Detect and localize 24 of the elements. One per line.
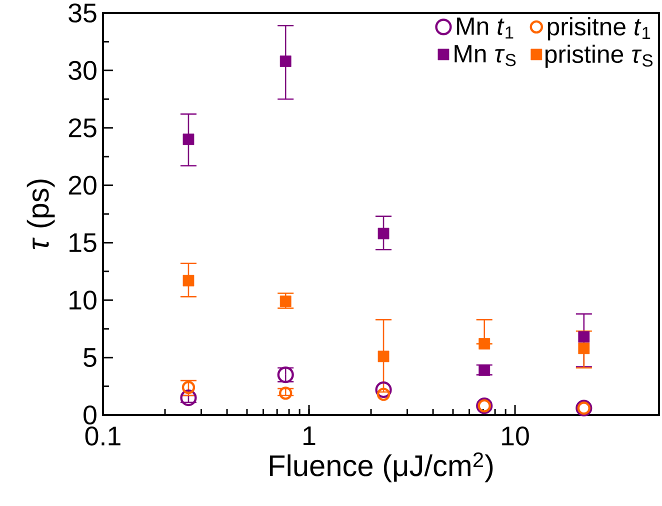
point	[280, 56, 292, 67]
x-tick-label: 10	[502, 426, 529, 446]
x-axis-title: Fluence (μJ/cm$^{2}$)	[270, 452, 493, 482]
y-tick-label: 30	[68, 60, 96, 80]
point	[478, 338, 490, 350]
point	[280, 296, 292, 307]
y-tick-label: 15	[70, 233, 96, 252]
y-tick-label: 5	[84, 348, 96, 367]
legend-label: pristine τ$_{S}$	[546, 44, 653, 68]
y-tick-label: 25	[68, 118, 96, 138]
x-tick-label: 1	[304, 426, 316, 446]
legend-label: Mn t$_{1}$	[457, 18, 514, 38]
x-tick-label: 0.1	[85, 426, 120, 446]
legend-label: prisitne t$_{1}$	[548, 17, 650, 40]
y-tick-label: 10	[70, 290, 96, 310]
point	[578, 342, 590, 354]
legend-label: Mn τ$_{S}$	[454, 45, 516, 66]
point	[279, 386, 292, 400]
y-tick-label: 35	[68, 3, 96, 23]
y-tick-label: 0	[84, 405, 96, 425]
point	[578, 331, 590, 343]
y-axis-title: τ (ps)	[26, 180, 55, 250]
y-tick-label: 20	[68, 176, 96, 195]
point	[478, 364, 490, 376]
